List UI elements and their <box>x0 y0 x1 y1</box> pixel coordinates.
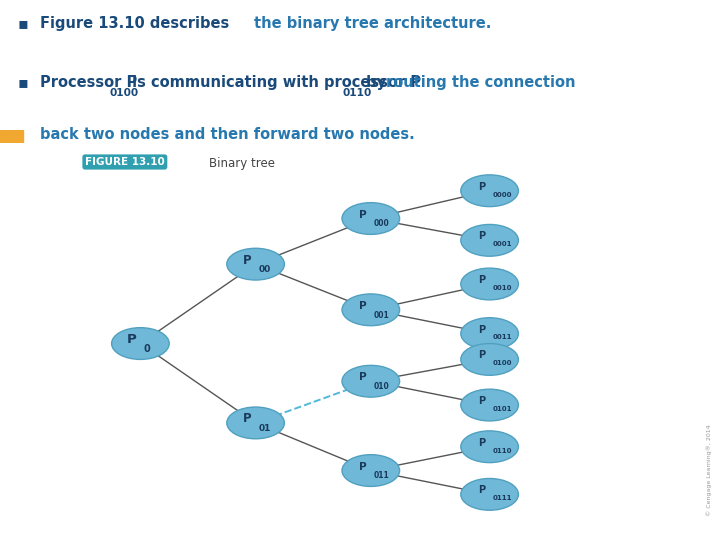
Text: P: P <box>359 462 366 471</box>
Text: P: P <box>359 301 366 311</box>
Text: P: P <box>359 372 366 382</box>
Circle shape <box>461 268 518 300</box>
Text: 011: 011 <box>374 471 390 481</box>
Circle shape <box>342 366 400 397</box>
Circle shape <box>461 343 518 375</box>
Text: 0110: 0110 <box>343 88 372 98</box>
Text: P: P <box>243 254 251 267</box>
Text: P: P <box>478 350 485 360</box>
Text: Binary tree: Binary tree <box>209 157 275 170</box>
Circle shape <box>461 225 518 256</box>
Circle shape <box>227 407 284 439</box>
Text: FIGURE 13.10: FIGURE 13.10 <box>85 157 165 167</box>
Text: is communicating with processor P: is communicating with processor P <box>127 75 421 90</box>
Text: © Cengage Learning®, 2014: © Cengage Learning®, 2014 <box>706 424 712 516</box>
Text: 0010: 0010 <box>492 285 512 291</box>
Circle shape <box>112 328 169 360</box>
Text: P: P <box>478 231 485 241</box>
Text: 0101: 0101 <box>492 406 512 412</box>
Text: Figure 13.10 describes: Figure 13.10 describes <box>40 16 234 31</box>
Text: 0011: 0011 <box>492 334 512 340</box>
Text: the binary tree architecture.: the binary tree architecture. <box>254 16 492 31</box>
Circle shape <box>461 431 518 463</box>
Text: 0100: 0100 <box>492 360 512 366</box>
Text: 0: 0 <box>143 345 150 354</box>
Text: P: P <box>243 413 251 426</box>
Circle shape <box>342 294 400 326</box>
Text: 0111: 0111 <box>492 495 512 501</box>
Text: back two nodes and then forward two nodes.: back two nodes and then forward two node… <box>40 127 414 142</box>
Bar <box>0 130 23 143</box>
Circle shape <box>461 318 518 349</box>
Circle shape <box>342 202 400 234</box>
Text: 00: 00 <box>258 265 271 274</box>
Text: ▪: ▪ <box>18 75 29 90</box>
Text: 0000: 0000 <box>492 192 512 198</box>
Circle shape <box>227 248 284 280</box>
Circle shape <box>461 175 518 207</box>
Text: P: P <box>478 396 485 406</box>
Text: P: P <box>359 210 366 220</box>
Text: 000: 000 <box>374 219 390 228</box>
Text: 001: 001 <box>374 310 390 320</box>
Circle shape <box>461 478 518 510</box>
Text: routing the connection: routing the connection <box>387 75 576 90</box>
Text: 0001: 0001 <box>492 241 512 247</box>
Text: Processor P: Processor P <box>40 75 137 90</box>
Text: P: P <box>478 275 485 285</box>
Circle shape <box>461 389 518 421</box>
Text: 0110: 0110 <box>492 448 512 454</box>
Text: by: by <box>361 75 391 90</box>
Text: 0100: 0100 <box>109 88 138 98</box>
Text: P: P <box>478 485 485 495</box>
Text: 01: 01 <box>258 424 271 433</box>
Circle shape <box>342 455 400 487</box>
Text: ▪: ▪ <box>18 16 29 31</box>
Text: P: P <box>478 325 485 335</box>
Text: P: P <box>478 182 485 192</box>
Text: 010: 010 <box>374 382 390 391</box>
Text: P: P <box>126 333 136 346</box>
Text: P: P <box>478 438 485 448</box>
